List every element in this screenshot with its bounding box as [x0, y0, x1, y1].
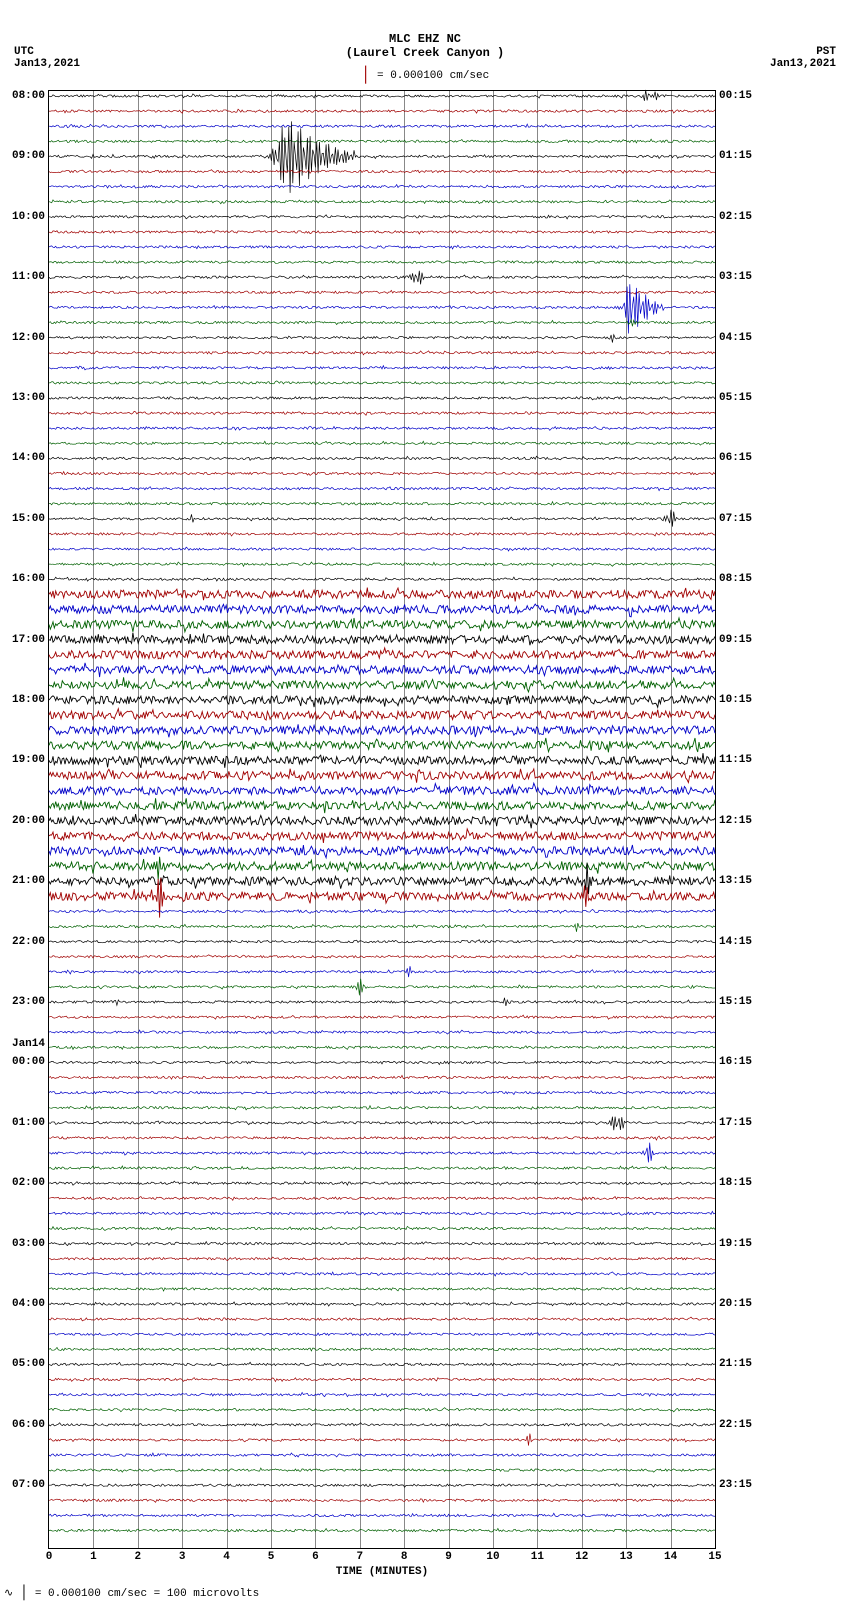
station-title: MLC EHZ NC: [0, 32, 850, 46]
x-tick-label: 8: [394, 1551, 414, 1563]
seismic-trace: [49, 91, 715, 1548]
x-tick-label: 2: [128, 1551, 148, 1563]
footer-text: = 0.000100 cm/sec = 100 microvolts: [35, 1588, 259, 1600]
pst-time-label: 14:15: [719, 936, 752, 948]
scale-header: │ = 0.000100 cm/sec: [0, 66, 850, 84]
utc-time-label: 11:00: [12, 271, 45, 283]
footer-symbol: ∿: [4, 1588, 13, 1600]
pst-time-label: 04:15: [719, 332, 752, 344]
pst-label: PST: [816, 46, 836, 58]
pst-time-label: 23:15: [719, 1479, 752, 1491]
x-tick-label: 0: [39, 1551, 59, 1563]
x-tick-label: 13: [616, 1551, 636, 1563]
pst-time-label: 12:15: [719, 815, 752, 827]
footer-scale: ∿ │ = 0.000100 cm/sec = 100 microvolts: [4, 1585, 259, 1601]
pst-time-label: 10:15: [719, 694, 752, 706]
x-tick-label: 11: [527, 1551, 547, 1563]
pst-time-label: 05:15: [719, 392, 752, 404]
pst-time-label: 19:15: [719, 1238, 752, 1250]
utc-time-label: 03:00: [12, 1238, 45, 1250]
pst-time-label: 08:15: [719, 573, 752, 585]
pst-time-label: 01:15: [719, 150, 752, 162]
x-tick-label: 3: [172, 1551, 192, 1563]
utc-time-label: 15:00: [12, 513, 45, 525]
utc-time-label: 05:00: [12, 1358, 45, 1370]
utc-time-label: 06:00: [12, 1419, 45, 1431]
x-tick-label: 12: [572, 1551, 592, 1563]
x-tick-label: 6: [305, 1551, 325, 1563]
pst-time-label: 06:15: [719, 452, 752, 464]
pst-time-label: 00:15: [719, 90, 752, 102]
x-tick-label: 9: [439, 1551, 459, 1563]
pst-time-label: 21:15: [719, 1358, 752, 1370]
pst-time-label: 15:15: [719, 996, 752, 1008]
utc-time-label: 19:00: [12, 754, 45, 766]
utc-time-label: 22:00: [12, 936, 45, 948]
x-tick-label: 1: [83, 1551, 103, 1563]
utc-time-label: Jan14: [12, 1038, 45, 1050]
utc-time-label: 17:00: [12, 634, 45, 646]
pst-time-label: 09:15: [719, 634, 752, 646]
pst-time-label: 02:15: [719, 211, 752, 223]
scale-header-text: = 0.000100 cm/sec: [377, 70, 489, 82]
pst-time-label: 03:15: [719, 271, 752, 283]
utc-time-label: 21:00: [12, 875, 45, 887]
station-subtitle: (Laurel Creek Canyon ): [0, 46, 850, 60]
utc-label: UTC: [14, 46, 34, 58]
utc-time-label: 09:00: [12, 150, 45, 162]
utc-time-label: 07:00: [12, 1479, 45, 1491]
pst-time-label: 07:15: [719, 513, 752, 525]
utc-time-label: 20:00: [12, 815, 45, 827]
x-tick-label: 10: [483, 1551, 503, 1563]
utc-time-label: 13:00: [12, 392, 45, 404]
utc-time-label: 10:00: [12, 211, 45, 223]
utc-time-label: 18:00: [12, 694, 45, 706]
pst-time-label: 22:15: [719, 1419, 752, 1431]
x-tick-label: 7: [350, 1551, 370, 1563]
utc-time-label: 16:00: [12, 573, 45, 585]
utc-time-label: 08:00: [12, 90, 45, 102]
pst-time-label: 16:15: [719, 1056, 752, 1068]
utc-time-label: 01:00: [12, 1117, 45, 1129]
x-tick-label: 14: [661, 1551, 681, 1563]
pst-time-label: 20:15: [719, 1298, 752, 1310]
utc-time-label: 04:00: [12, 1298, 45, 1310]
seismogram-container: MLC EHZ NC (Laurel Creek Canyon ) │ = 0.…: [0, 0, 850, 1613]
utc-date: Jan13,2021: [14, 58, 80, 70]
pst-date: Jan13,2021: [770, 58, 836, 70]
utc-time-label: 00:00: [12, 1056, 45, 1068]
pst-time-label: 17:15: [719, 1117, 752, 1129]
pst-time-label: 13:15: [719, 875, 752, 887]
utc-time-label: 12:00: [12, 332, 45, 344]
pst-time-label: 11:15: [719, 754, 752, 766]
x-tick-label: 15: [705, 1551, 725, 1563]
x-tick-label: 4: [217, 1551, 237, 1563]
utc-time-label: 23:00: [12, 996, 45, 1008]
utc-time-label: 02:00: [12, 1177, 45, 1189]
x-tick-label: 5: [261, 1551, 281, 1563]
x-axis-label: TIME (MINUTES): [49, 1566, 715, 1578]
plot-area: TIME (MINUTES) 012345678910111213141508:…: [48, 90, 716, 1549]
utc-time-label: 14:00: [12, 452, 45, 464]
pst-time-label: 18:15: [719, 1177, 752, 1189]
